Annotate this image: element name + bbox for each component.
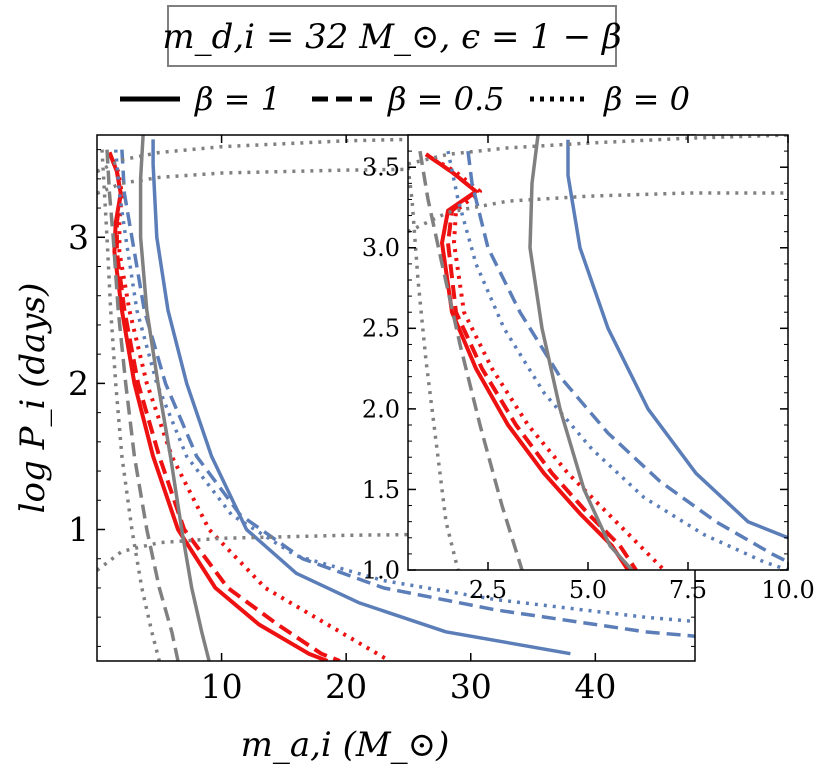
main-series-red-dashed-1 — [107, 151, 341, 661]
main-ytick-label-0: 1 — [68, 510, 89, 549]
x-axis-label: m_a,i (M_⊙) — [241, 725, 450, 765]
inset-series-gray-dotted-10 — [408, 191, 788, 234]
main-series-gray-dotted-11 — [97, 530, 695, 572]
inset-series-gray-dashed-7 — [418, 150, 524, 570]
inset-axis-ticks: 2.5 5.0 7.5 10.0 1.0 1.5 2.0 2.5 3.0 3.5 — [362, 134, 815, 604]
main-xtick-label-1: 20 — [325, 667, 367, 706]
inset-background — [408, 135, 788, 570]
inset-ytick-label-1: 1.5 — [362, 476, 400, 504]
inset-xtick-label-2: 7.5 — [669, 576, 707, 604]
legend: β = 1 β = 0.5 β = 0 — [120, 80, 690, 118]
inset-xtick-label-1: 5.0 — [569, 576, 607, 604]
main-series-gray-dashed-7 — [105, 149, 180, 661]
title-frame — [167, 5, 617, 67]
chart-title: m_d,i = 32 M_⊙, ϵ = 1 − β — [162, 17, 621, 57]
main-ytick-label-2: 3 — [68, 218, 89, 257]
main-ytick-label-1: 2 — [68, 364, 89, 403]
inset-plot-frame — [407, 134, 789, 571]
inset-series-red-solid-0 — [424, 152, 630, 570]
inset-series-gray-dotted-9 — [408, 135, 788, 166]
main-series-gray-dotted-10 — [97, 165, 695, 196]
main-series-blue-solid-3 — [151, 139, 571, 656]
y-axis-label: log P_i (days) — [13, 283, 53, 514]
main-series-group — [97, 135, 695, 661]
inset-series-group — [408, 135, 788, 570]
inset-series-blue-dashed-4 — [466, 150, 788, 564]
main-plot-panel: 10 20 30 40 1 2 3 m_a,i (M_⊙) log P_i (days) — [13, 134, 696, 765]
inset-series-blue-solid-3 — [566, 139, 788, 540]
inset-ytick-label-5: 3.5 — [362, 154, 400, 182]
main-series-gray-solid-6 — [138, 135, 211, 661]
inset-xtick-label-0: 2.5 — [469, 576, 507, 604]
inset-ytick-label-0: 1.0 — [362, 556, 400, 584]
inset-series-red-dashed-1 — [424, 152, 638, 570]
inset-xtick-label-3: 10.0 — [761, 576, 814, 604]
inset-plot-panel: 2.5 5.0 7.5 10.0 1.0 1.5 2.0 2.5 3.0 3.5 — [362, 134, 815, 604]
title-box: m_d,i = 32 M_⊙, ϵ = 1 − β — [162, 5, 622, 67]
main-series-blue-dotted-5 — [113, 149, 695, 624]
main-xtick-label-2: 30 — [450, 667, 492, 706]
main-series-red-dotted-2 — [107, 151, 391, 661]
main-series-gray-dotted-8 — [100, 149, 161, 661]
legend-label-solid: β = 1 — [194, 80, 281, 118]
main-series-gray-dotted-9 — [97, 135, 695, 174]
inset-ytick-label-3: 2.5 — [362, 315, 400, 343]
inset-ytick-label-4: 3.0 — [362, 234, 400, 262]
legend-label-dashed: β = 0.5 — [387, 80, 505, 118]
main-xtick-label-3: 40 — [574, 667, 616, 706]
inset-series-blue-dotted-5 — [446, 150, 788, 570]
legend-label-dotted: β = 0 — [603, 80, 690, 118]
main-axis-ticks: 10 20 30 40 1 2 3 — [68, 135, 695, 706]
inset-ytick-label-2: 2.0 — [362, 395, 400, 423]
main-xtick-label-0: 10 — [201, 667, 243, 706]
inset-series-gray-solid-6 — [528, 135, 634, 570]
